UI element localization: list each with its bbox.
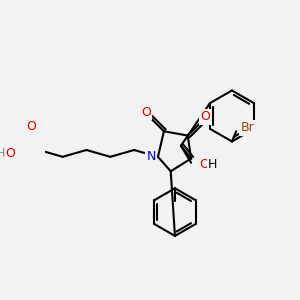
Text: H: H [208, 158, 218, 171]
Text: O: O [201, 110, 211, 123]
Text: O: O [5, 147, 15, 160]
Text: Br: Br [240, 122, 254, 134]
Text: O: O [141, 106, 151, 119]
Text: O: O [26, 120, 36, 133]
Text: N: N [146, 150, 156, 163]
Text: O: O [200, 158, 209, 171]
Text: H: H [0, 147, 5, 160]
